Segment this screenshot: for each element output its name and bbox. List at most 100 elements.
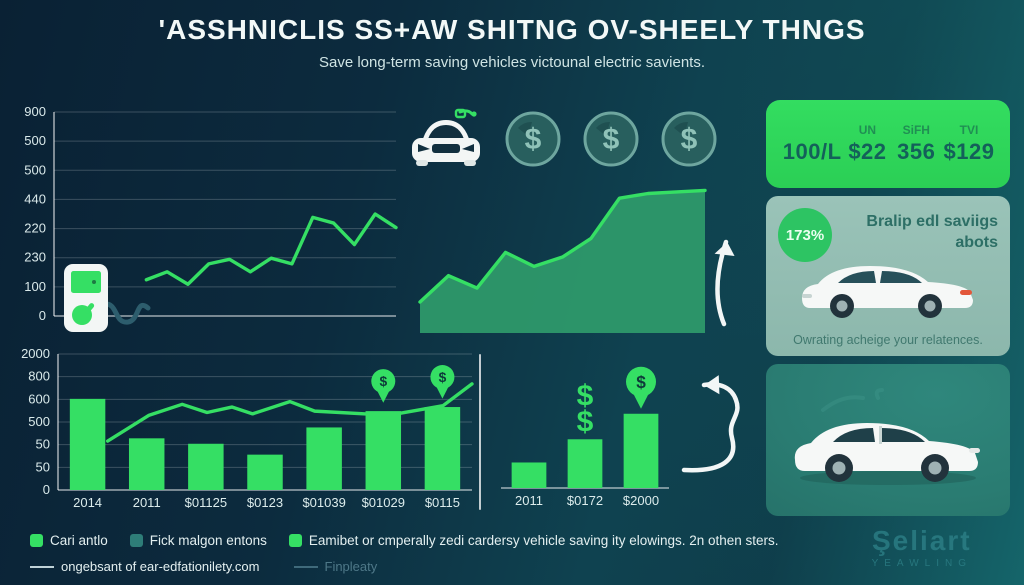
electric-car-front-icon — [412, 108, 480, 166]
savings-card-caption: Owrating acheige your relatences. — [793, 333, 983, 347]
svg-text:500: 500 — [24, 133, 46, 148]
legend-dash-icon — [293, 565, 318, 568]
charger-nozzle — [84, 303, 95, 314]
car-headlight — [960, 290, 972, 295]
legend-label: Fick malgon entons — [149, 533, 267, 548]
svg-text:$01039: $01039 — [302, 495, 345, 510]
charger-screen — [71, 271, 101, 293]
legend-row-swatches: Cari antlo Fick malgon entons Eamibet or… — [30, 533, 800, 548]
legend-item: Cari antlo — [30, 533, 108, 548]
svg-text:$01029: $01029 — [362, 495, 405, 510]
svg-text:$: $ — [577, 405, 594, 438]
svg-text:2011: 2011 — [133, 495, 161, 510]
svg-text:$: $ — [636, 372, 646, 392]
car-headlight-left — [418, 144, 430, 152]
legend-line-item: ongebsant of ear-edfationilety.com — [30, 559, 260, 574]
car-wheel-left — [416, 160, 428, 166]
legend-label: Eamibet or cmperally zedi cardersy vehic… — [308, 533, 779, 548]
charging-plug-dot — [471, 111, 477, 117]
svg-text:900: 900 — [24, 104, 46, 119]
svg-text:230: 230 — [24, 250, 46, 265]
legend-dash-icon — [30, 565, 54, 568]
svg-text:500: 500 — [28, 414, 50, 429]
legend-swatch-green — [30, 534, 43, 547]
svg-text:$: $ — [577, 379, 594, 412]
legend: Cari antlo Fick malgon entons Eamibet or… — [30, 533, 800, 574]
svg-text:2011: 2011 — [515, 493, 543, 508]
fuel-cost-line-chart: 900 500 500 440 220 230 100 0 — [24, 104, 398, 323]
savings-card-top: 173% Bralip edl saviigs abots — [778, 208, 998, 262]
car-windshield — [428, 125, 464, 139]
svg-text:2014: 2014 — [73, 495, 102, 510]
savings-card-text: Bralip edl saviigs abots — [842, 208, 998, 254]
svg-text:$: $ — [439, 370, 447, 385]
stats-header: TVI — [959, 123, 979, 137]
car-grille — [432, 144, 460, 153]
section-divider — [479, 354, 481, 510]
stats-row-label: 100/L — [782, 139, 842, 164]
car-headlight-right — [462, 144, 474, 152]
svg-text:600: 600 — [28, 391, 50, 406]
cost-comparison-bar-chart: 2011 $0172$$$2000$ — [501, 366, 669, 508]
legend-row-lines: ongebsant of ear-edfationilety.com Finpl… — [30, 559, 800, 574]
arrow-up-icon — [714, 239, 735, 327]
legend-line-label: ongebsant of ear-edfationilety.com — [61, 559, 260, 574]
icons-row: $ $ $ — [408, 108, 718, 170]
svg-text:$2000: $2000 — [623, 493, 659, 508]
stats-header: UN — [858, 123, 877, 137]
legend-label: Cari antlo — [50, 533, 108, 548]
page-subtitle: Save long-term saving vehicles victounal… — [318, 54, 705, 71]
stats-value: $129 — [943, 139, 995, 164]
svg-text:50: 50 — [36, 437, 50, 452]
svg-text:100: 100 — [24, 279, 46, 294]
savings-card: 173% Bralip edl saviigs abots Owrating a… — [766, 196, 1010, 356]
page-title: 'ASSHNICLIS SS+AW SHITNG OV-SHEELY THNGS — [158, 14, 866, 45]
legend-line-item: Finpleaty — [293, 559, 378, 574]
svg-text:$: $ — [379, 374, 387, 389]
charger-cable — [101, 301, 151, 325]
legend-line-label: Finpleaty — [324, 559, 378, 574]
logo-subtext: YEAWLING — [871, 558, 972, 569]
svg-text:$: $ — [681, 123, 698, 156]
savings-text-line1: Bralip edl saviigs — [866, 213, 998, 230]
dollar-coin-icon: $ — [505, 111, 561, 167]
charging-plug-box — [454, 108, 467, 119]
ev-charger-icon — [64, 264, 151, 332]
stats-table: UN SiFH TVI 100/L $22 356 $129 — [780, 123, 996, 165]
arrow-curl-icon — [681, 375, 740, 473]
brand-logo: Şeliart YEAWLING — [872, 525, 972, 569]
stats-value: 356 — [897, 139, 936, 164]
svg-text:2000: 2000 — [21, 346, 50, 361]
charger-screen-dot — [92, 280, 96, 284]
svg-text:$01125: $01125 — [185, 495, 227, 510]
svg-text:$0115: $0115 — [425, 495, 460, 510]
logo-name: Şeliart — [871, 525, 972, 556]
legend-swatch-green — [288, 534, 302, 547]
svg-text:$: $ — [603, 123, 620, 156]
svg-text:800: 800 — [28, 369, 50, 384]
car-card — [766, 364, 1010, 516]
svg-text:$0172: $0172 — [567, 493, 603, 508]
legend-item: Fick malgon entons — [129, 533, 267, 548]
svg-text:500: 500 — [24, 162, 46, 177]
savings-area-chart — [418, 188, 707, 333]
dollar-coin-icon: $ — [583, 111, 639, 167]
charging-plug-icon — [458, 109, 474, 116]
white-sedan-icon — [802, 266, 973, 318]
svg-text:50: 50 — [36, 459, 50, 474]
svg-text:440: 440 — [24, 191, 46, 206]
svg-text:0: 0 — [43, 482, 50, 497]
stats-panel: UN SiFH TVI 100/L $22 356 $129 — [766, 100, 1010, 188]
road-swirl-decoration — [821, 388, 884, 412]
svg-text:220: 220 — [24, 221, 46, 236]
svg-text:$: $ — [525, 123, 542, 156]
legend-swatch-teal — [129, 534, 143, 547]
legend-item: Eamibet or cmperally zedi cardersy vehic… — [288, 533, 779, 548]
savings-text-line2: abots — [955, 233, 998, 251]
svg-text:$0123: $0123 — [247, 495, 283, 510]
header: 'ASSHNICLIS SS+AW SHITNG OV-SHEELY THNGS… — [0, 14, 1024, 71]
percentage-badge: 173% — [778, 208, 832, 262]
stats-value: $22 — [848, 139, 887, 164]
